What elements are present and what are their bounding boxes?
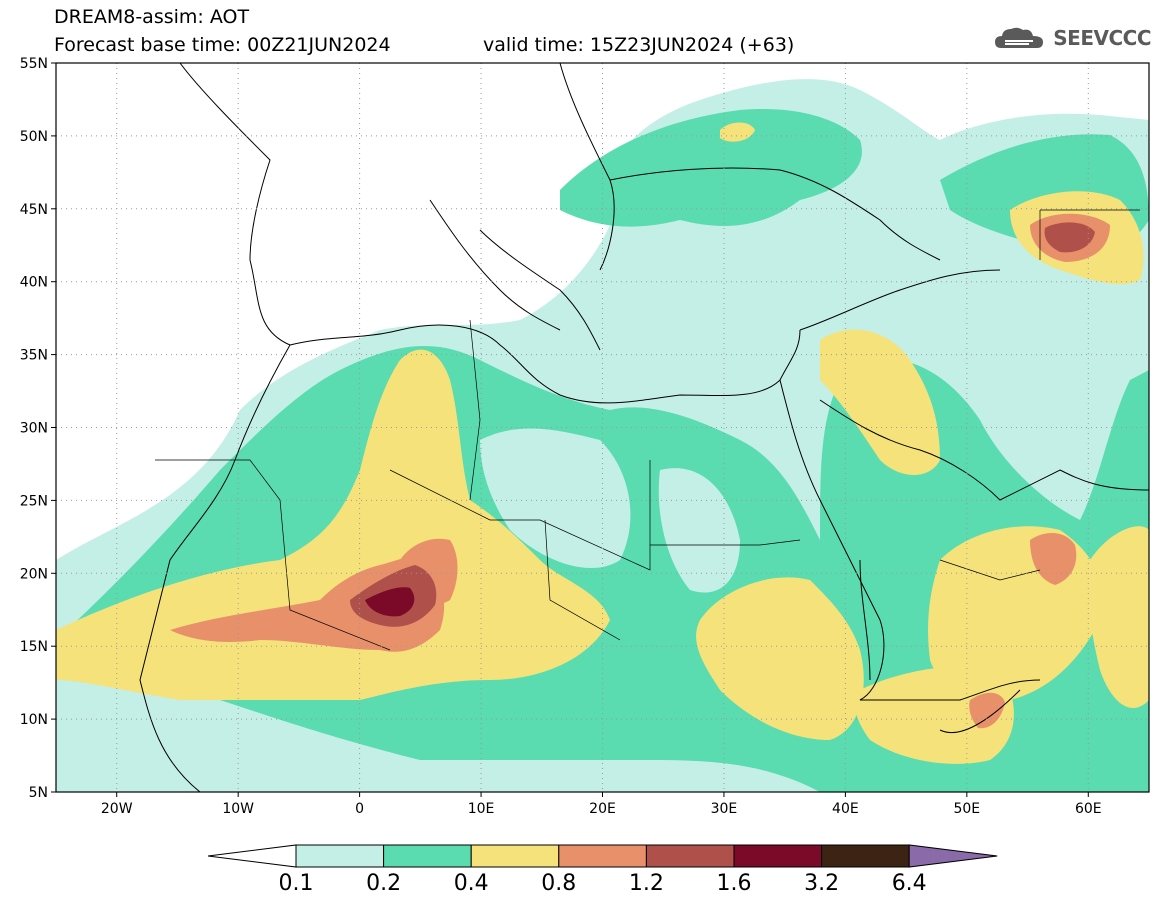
lon-tick-label: 60E	[1075, 801, 1102, 817]
colorbar-label: 3.2	[804, 871, 839, 896]
lat-tick-label: 30N	[20, 421, 48, 437]
colorbar-label: 0.8	[541, 871, 576, 896]
colorbar-box	[733, 844, 823, 868]
aot-contours	[56, 79, 1149, 792]
colorbar-box	[821, 844, 910, 868]
lat-tick-label: 50N	[20, 129, 48, 145]
lat-tick-label: 25N	[20, 493, 48, 509]
colorbar-box	[645, 844, 735, 868]
colorbar-box	[558, 844, 647, 868]
lat-tick-label: 45N	[20, 202, 48, 218]
graticule	[56, 63, 1149, 792]
lon-tick-label: 20W	[101, 801, 133, 817]
seevccc-logo: SEEVCCC	[993, 24, 1151, 52]
colorbar-label: 1.6	[717, 871, 752, 896]
colorbar-min-arrow	[207, 844, 297, 868]
lat-ticks: 55N 50N 45N 40N 35N 30N 25N 20N 15N 10N 5N	[20, 56, 56, 801]
lon-tick-label: 30E	[711, 801, 738, 817]
cloud-icon	[995, 27, 1044, 48]
lon-tick-label: 0	[355, 801, 364, 817]
colorbar-max-arrow	[908, 844, 998, 868]
lat-tick-label: 10N	[20, 712, 48, 728]
colorbar-label: 6.4	[892, 871, 927, 896]
colorbar: 0.1 0.2 0.4 0.8 1.2 1.6 3.2 6.4	[207, 844, 998, 896]
lon-tick-label: 20E	[589, 801, 616, 817]
valid-time: valid time: 15Z23JUN2024 (+63)	[483, 34, 795, 56]
logo-text: SEEVCCC	[1053, 26, 1151, 50]
colorbar-box	[295, 844, 385, 868]
colorbar-label: 0.2	[366, 871, 401, 896]
lat-tick-label: 55N	[20, 56, 48, 72]
colorbar-label: 0.1	[279, 871, 314, 896]
colorbar-label: 1.2	[629, 871, 664, 896]
forecast-base-time: Forecast base time: 00Z21JUN2024	[54, 34, 391, 56]
lat-tick-label: 20N	[20, 566, 48, 582]
lon-tick-label: 10W	[222, 801, 254, 817]
lat-tick-label: 40N	[20, 275, 48, 291]
lon-tick-label: 10E	[468, 801, 495, 817]
coastlines	[139, 63, 1149, 792]
lat-tick-label: 15N	[20, 639, 48, 655]
lon-tick-label: 50E	[953, 801, 980, 817]
lon-tick-label: 40E	[832, 801, 859, 817]
colorbar-label: 0.4	[454, 871, 489, 896]
lon-ticks: 20W 10W 0 10E 20E 30E 40E 50E 60E	[101, 792, 1102, 817]
lat-tick-label: 5N	[29, 785, 48, 801]
colorbar-box	[383, 844, 472, 868]
colorbar-box	[470, 844, 560, 868]
map-title: DREAM8-assim: AOT	[54, 6, 250, 28]
lat-tick-label: 35N	[20, 348, 48, 364]
